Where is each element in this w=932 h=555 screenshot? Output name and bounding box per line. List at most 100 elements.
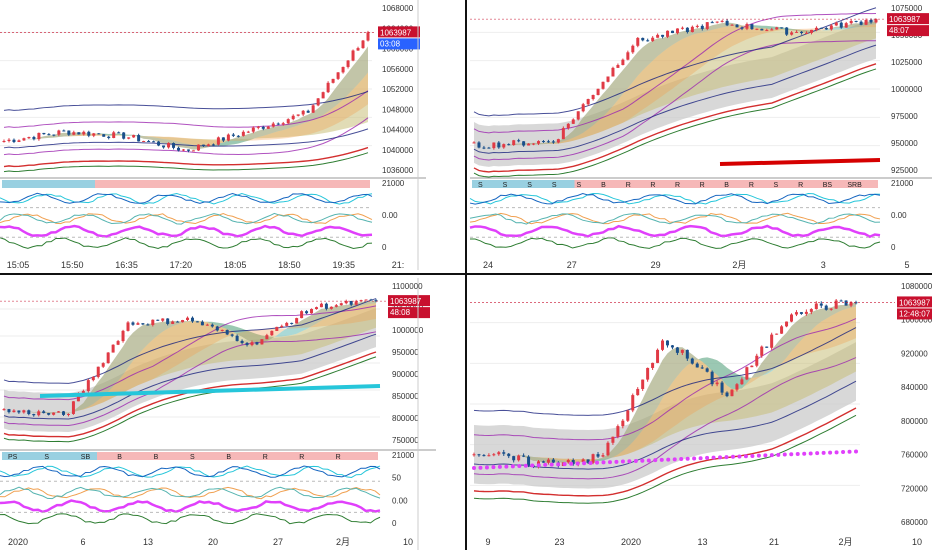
candle-body <box>641 379 645 389</box>
candle-body <box>710 371 714 385</box>
candle-body <box>216 137 220 145</box>
dot-marker <box>601 460 606 465</box>
candle-body <box>336 72 340 79</box>
candle-body <box>255 342 259 345</box>
candle-body <box>517 140 521 142</box>
candle-body <box>745 24 749 29</box>
dot-marker <box>782 452 787 457</box>
candle-body <box>324 303 328 309</box>
candle-body <box>142 141 146 143</box>
candle-body <box>280 325 284 327</box>
time-axis-label: 5 <box>904 260 909 270</box>
candle-body <box>356 48 360 51</box>
signal-letter: R <box>299 454 304 461</box>
candle-body <box>561 128 565 140</box>
candle-body <box>680 349 684 353</box>
candle-body <box>87 131 91 136</box>
price-axis-label: 950000 <box>891 139 918 148</box>
candle-body <box>805 32 809 34</box>
envelope-line <box>3 331 377 427</box>
time-axis-label: 18:05 <box>224 260 247 270</box>
dot-marker <box>640 458 645 463</box>
signal-letter: R <box>700 182 705 189</box>
candle-body <box>32 414 36 416</box>
candle-body <box>804 311 808 314</box>
time-axis-label: 15:05 <box>7 260 30 270</box>
candle-body <box>745 367 749 380</box>
candle-body <box>854 20 858 22</box>
dot-marker <box>472 466 476 470</box>
candle-body <box>2 409 6 411</box>
candle-body <box>17 140 21 143</box>
price-tag-box <box>897 296 932 308</box>
candle-body <box>107 136 111 138</box>
candle-body <box>799 312 803 314</box>
candle-body <box>52 134 56 136</box>
envelope-line <box>473 318 857 441</box>
dot-marker <box>685 456 690 461</box>
candle-body <box>864 20 868 25</box>
candle-body <box>537 141 541 144</box>
osc-axis-label: 0.00 <box>392 496 408 505</box>
dot-marker <box>750 453 755 458</box>
price-axis-label: 1052000 <box>382 85 414 94</box>
candle-body <box>230 334 234 336</box>
candle-body <box>112 132 116 138</box>
candle-body <box>331 78 335 83</box>
dot-marker <box>562 462 567 467</box>
dot-marker <box>659 457 664 462</box>
countdown-tag: 48:08 <box>390 308 411 317</box>
candle-body <box>492 454 496 456</box>
candle-body <box>824 305 828 310</box>
candle-body <box>849 20 853 24</box>
candle-body <box>141 323 145 325</box>
dot-marker <box>841 450 846 455</box>
candle-body <box>695 25 699 27</box>
candle-body <box>236 135 240 137</box>
time-axis-label: 2020 <box>621 537 641 547</box>
candle-body <box>551 141 555 143</box>
time-axis-label: 27 <box>273 537 283 547</box>
envelope-line <box>3 128 369 149</box>
time-axis-label: 21 <box>769 537 779 547</box>
price-axis-label: 760000 <box>901 451 928 460</box>
time-axis-label: 2月 <box>336 537 350 547</box>
candle-body <box>62 130 66 132</box>
candle-body <box>205 324 209 326</box>
price-axis-label: 1025000 <box>891 58 923 67</box>
dot-marker <box>484 465 489 470</box>
signal-letter: R <box>650 182 655 189</box>
candle-body <box>86 380 90 392</box>
candle-body <box>631 45 635 53</box>
signal-letter: R <box>626 182 631 189</box>
candle-body <box>492 142 496 149</box>
candle-body <box>735 384 739 390</box>
signal-letter: R <box>798 182 803 189</box>
slow-ma-line <box>3 152 369 173</box>
time-axis-label: 16:35 <box>115 260 138 270</box>
dot-marker <box>769 453 774 458</box>
price-axis-label: 1080000 <box>901 282 932 291</box>
candle-body <box>482 147 486 149</box>
chart-panel-top-left: 1068000106400010600001056000105200010480… <box>0 4 426 270</box>
candle-body <box>176 321 180 323</box>
candle-body <box>720 20 724 22</box>
candle-body <box>354 301 358 305</box>
dot-marker <box>627 459 632 464</box>
dot-marker <box>478 465 483 470</box>
candle-body <box>241 131 245 136</box>
candle-body <box>725 20 729 26</box>
candle-body <box>626 410 630 421</box>
candle-body <box>636 37 640 46</box>
candle-body <box>42 132 46 135</box>
candle-body <box>541 141 545 143</box>
candle-body <box>2 141 6 143</box>
envelope-line <box>3 117 369 156</box>
candle-body <box>286 119 290 124</box>
oscillator-line <box>469 213 881 225</box>
candle-body <box>794 312 798 315</box>
time-axis-label: 3 <box>821 260 826 270</box>
candle-body <box>171 321 175 324</box>
time-axis-label: 24 <box>483 260 493 270</box>
